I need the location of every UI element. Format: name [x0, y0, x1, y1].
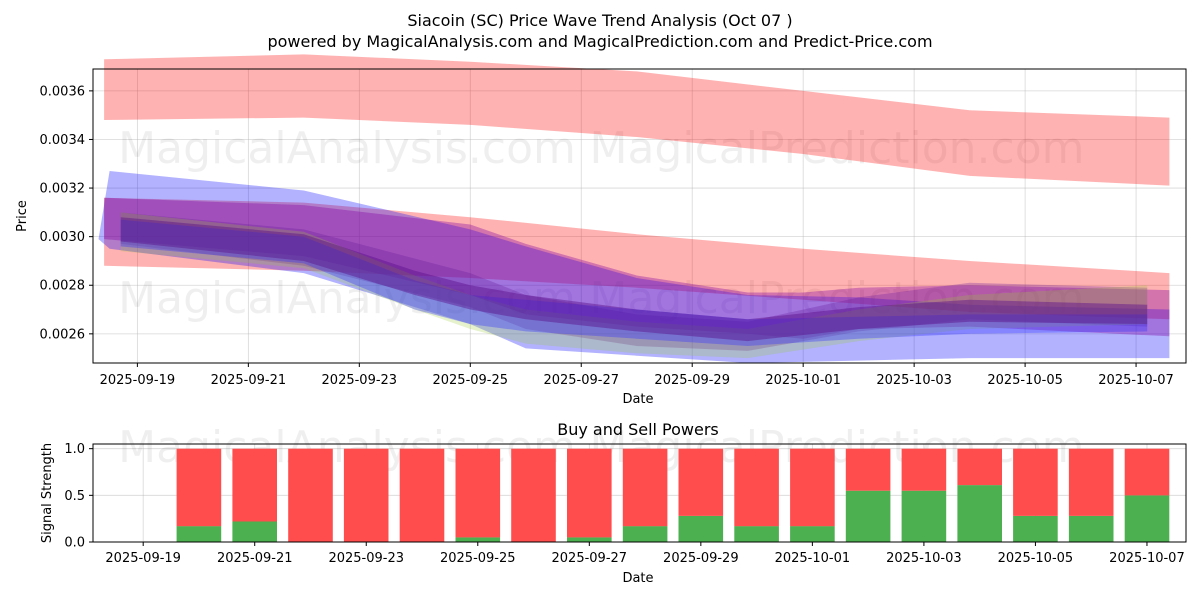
power-axes-frame: [92, 443, 1187, 543]
buy-bar: [1068, 515, 1114, 542]
power-y-ticks: 0.0 0.5 1.0: [64, 442, 93, 551]
power-x-tick-label: 2025-09-19: [105, 551, 181, 566]
red-upper-band: [104, 54, 1170, 186]
purple-band-2: [120, 212, 1148, 351]
watermark-analysis: MagicalAnalysis.com: [118, 273, 576, 324]
sell-bar: [790, 448, 835, 527]
power-title: Buy and Sell Powers: [557, 420, 719, 439]
sell-bar: [901, 448, 947, 491]
sell-bar: [845, 448, 891, 491]
chart-title: Siacoin (SC) Price Wave Trend Analysis (…: [407, 11, 792, 30]
buy-bar: [901, 490, 947, 542]
watermark-prediction: MagicalPrediction.com: [590, 273, 1085, 324]
sell-bar: [176, 448, 222, 527]
buy-bar: [622, 526, 668, 542]
power-y-tick-label: 1.0: [64, 442, 85, 457]
sell-bar: [399, 448, 445, 542]
sell-bar: [455, 448, 501, 538]
power-x-tick-label: 2025-09-27: [552, 551, 628, 566]
buy-bar: [790, 526, 835, 542]
power-x-tick-label: 2025-10-05: [998, 551, 1074, 566]
power-x-axis-title: Date: [622, 571, 653, 586]
blue-core-band: [120, 219, 1148, 346]
power-x-tick-label: 2025-10-01: [775, 551, 851, 566]
power-x-tick-label: 2025-09-21: [217, 551, 293, 566]
price-grid: [93, 69, 1186, 363]
buy-bar: [567, 537, 612, 542]
sell-bar: [622, 448, 668, 527]
power-y-tick-label: 0.5: [64, 489, 85, 504]
red-lower-band: [104, 197, 1170, 320]
price-panel: MagicalAnalysis.com MagicalPrediction.co…: [15, 54, 1187, 407]
chart-subtitle: powered by MagicalAnalysis.com and Magic…: [267, 32, 932, 51]
price-x-tick-label: 2025-09-25: [432, 373, 508, 388]
buy-bar: [957, 485, 1002, 542]
sell-bar: [511, 448, 556, 542]
purple-core-band: [120, 217, 1148, 342]
buy-bar: [455, 537, 501, 542]
price-x-tick-label: 2025-09-21: [211, 373, 287, 388]
buy-bar: [176, 526, 222, 542]
power-panel: Buy and Sell Powers MagicalAnalysis.com …: [40, 420, 1187, 586]
buy-bar: [1124, 495, 1170, 542]
sell-bar: [567, 448, 612, 538]
sell-bar: [1124, 448, 1170, 496]
price-x-tick-label: 2025-09-27: [543, 373, 619, 388]
buy-bar: [232, 521, 277, 542]
price-watermarks: MagicalAnalysis.com MagicalPrediction.co…: [118, 123, 1084, 324]
price-x-tick-label: 2025-10-07: [1098, 373, 1174, 388]
sell-bar: [734, 448, 779, 527]
price-y-tick-label: 0.0034: [40, 133, 86, 148]
power-x-tick-label: 2025-10-03: [886, 551, 962, 566]
price-x-tick-label: 2025-10-05: [987, 373, 1063, 388]
price-y-tick-label: 0.0030: [40, 230, 86, 245]
price-axes-frame: [92, 68, 1187, 364]
power-x-ticks: 2025-09-19 2025-09-21 2025-09-23 2025-09-25…: [105, 542, 1185, 566]
power-x-tick-label: 2025-09-23: [328, 551, 404, 566]
buy-bar: [845, 490, 891, 542]
price-x-ticks: 2025-09-19 2025-09-21 2025-09-23 2025-09-25…: [100, 363, 1174, 388]
watermark-analysis: MagicalAnalysis.com: [118, 123, 576, 174]
price-y-tick-label: 0.0036: [40, 84, 86, 99]
sell-bar: [1013, 448, 1058, 516]
buy-bar: [1013, 515, 1058, 542]
sell-bar: [343, 448, 389, 542]
blue-wide-band: [98, 171, 1170, 363]
price-y-tick-label: 0.0026: [40, 327, 86, 342]
power-x-tick-label: 2025-09-25: [440, 551, 516, 566]
watermark-prediction: MagicalPrediction.com: [590, 123, 1085, 174]
sell-bar: [232, 448, 277, 522]
price-x-tick-label: 2025-10-01: [765, 373, 841, 388]
price-y-ticks: 0.0026 0.0028 0.0030 0.0032 0.0034 0.0036: [40, 84, 93, 342]
price-y-tick-label: 0.0032: [40, 182, 86, 197]
price-x-tick-label: 2025-09-23: [322, 373, 398, 388]
buy-bar: [734, 526, 779, 542]
buy-bar: [678, 515, 724, 542]
sell-bar: [957, 448, 1002, 486]
power-y-tick-label: 0.0: [64, 536, 85, 551]
power-x-tick-label: 2025-10-07: [1109, 551, 1185, 566]
price-y-tick-label: 0.0028: [40, 279, 86, 294]
green-band: [120, 212, 1148, 359]
price-x-tick-label: 2025-09-29: [654, 373, 730, 388]
sell-bar: [1068, 448, 1114, 516]
sell-bar: [288, 448, 333, 542]
price-bands: [98, 54, 1170, 363]
price-y-axis-title: Price: [15, 200, 30, 232]
price-x-tick-label: 2025-09-19: [100, 373, 176, 388]
price-x-axis-title: Date: [622, 392, 653, 407]
purple-band-1: [104, 197, 1170, 339]
price-x-tick-label: 2025-10-03: [876, 373, 952, 388]
power-y-axis-title: Signal Strength: [40, 443, 55, 543]
power-bars: [176, 448, 1170, 542]
power-x-tick-label: 2025-09-29: [663, 551, 739, 566]
sell-bar: [678, 448, 724, 516]
